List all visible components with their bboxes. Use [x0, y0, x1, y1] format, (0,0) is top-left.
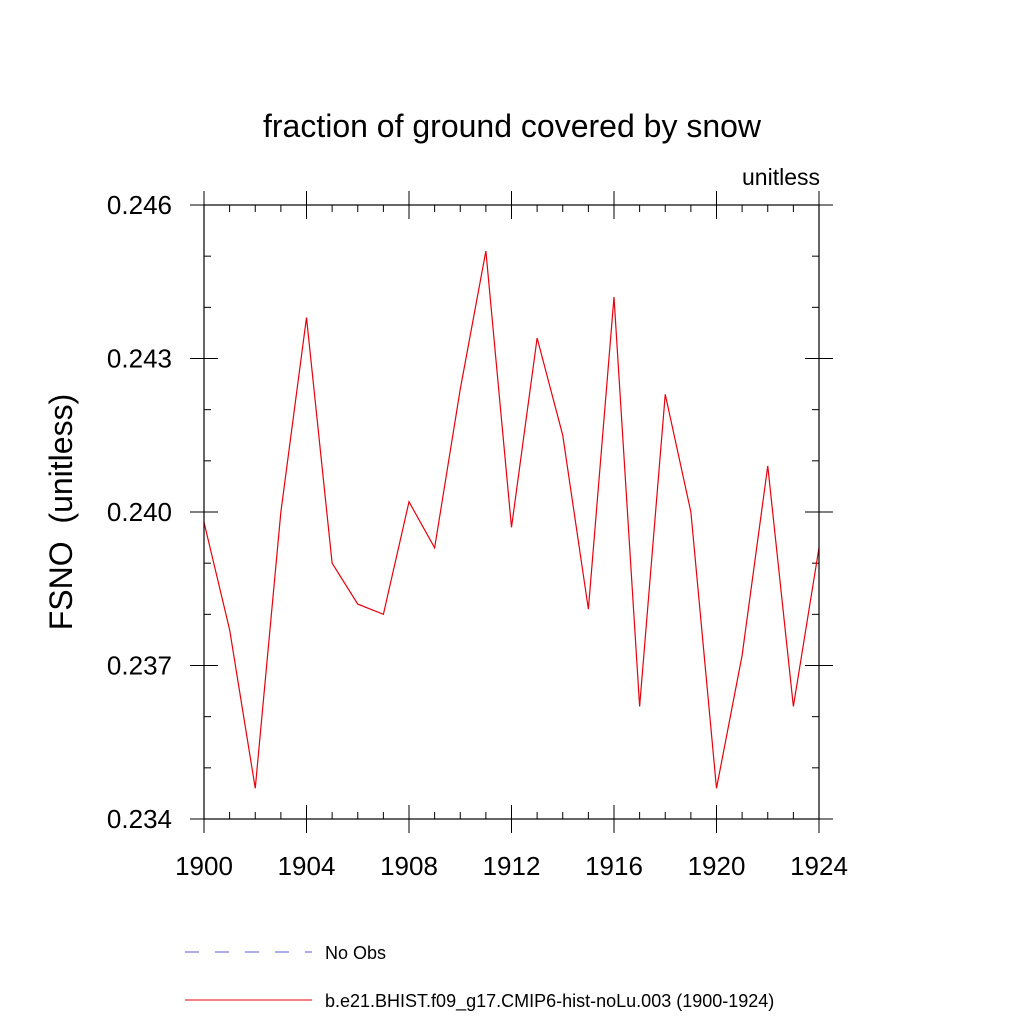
y-tick-label: 0.246 — [107, 190, 172, 220]
y-tick-label: 0.243 — [107, 344, 172, 374]
x-tick-label: 1916 — [585, 851, 643, 881]
x-tick-label: 1924 — [790, 851, 848, 881]
series-layer — [203, 250, 820, 789]
legend-label: b.e21.BHIST.f09_g17.CMIP6-hist-noLu.003 … — [325, 991, 774, 1012]
x-tick-label: 1920 — [688, 851, 746, 881]
plot-frame — [203, 204, 820, 820]
x-tick-label: 1900 — [175, 851, 233, 881]
units-label: unitless — [742, 164, 820, 190]
legend-label: No Obs — [325, 943, 386, 963]
x-tick-label: 1908 — [380, 851, 438, 881]
series-line — [203, 250, 820, 789]
x-tick-label: 1904 — [278, 851, 336, 881]
y-tick-label: 0.234 — [107, 804, 172, 834]
axis-ticks — [190, 191, 833, 833]
tick-labels: 1900 1904 1908 1912 1916 1920 1924 0.234 0.237 0.… — [107, 190, 848, 881]
chart-title: fraction of ground covered by snow — [263, 108, 762, 144]
x-tick-label: 1912 — [483, 851, 541, 881]
y-tick-label: 0.240 — [107, 497, 172, 527]
legend: No Obs b.e21.BHIST.f09_g17.CMIP6-hist-noL… — [185, 943, 774, 1012]
y-tick-label: 0.237 — [107, 651, 172, 681]
y-axis-label: FSNO (unitless) — [43, 394, 79, 630]
